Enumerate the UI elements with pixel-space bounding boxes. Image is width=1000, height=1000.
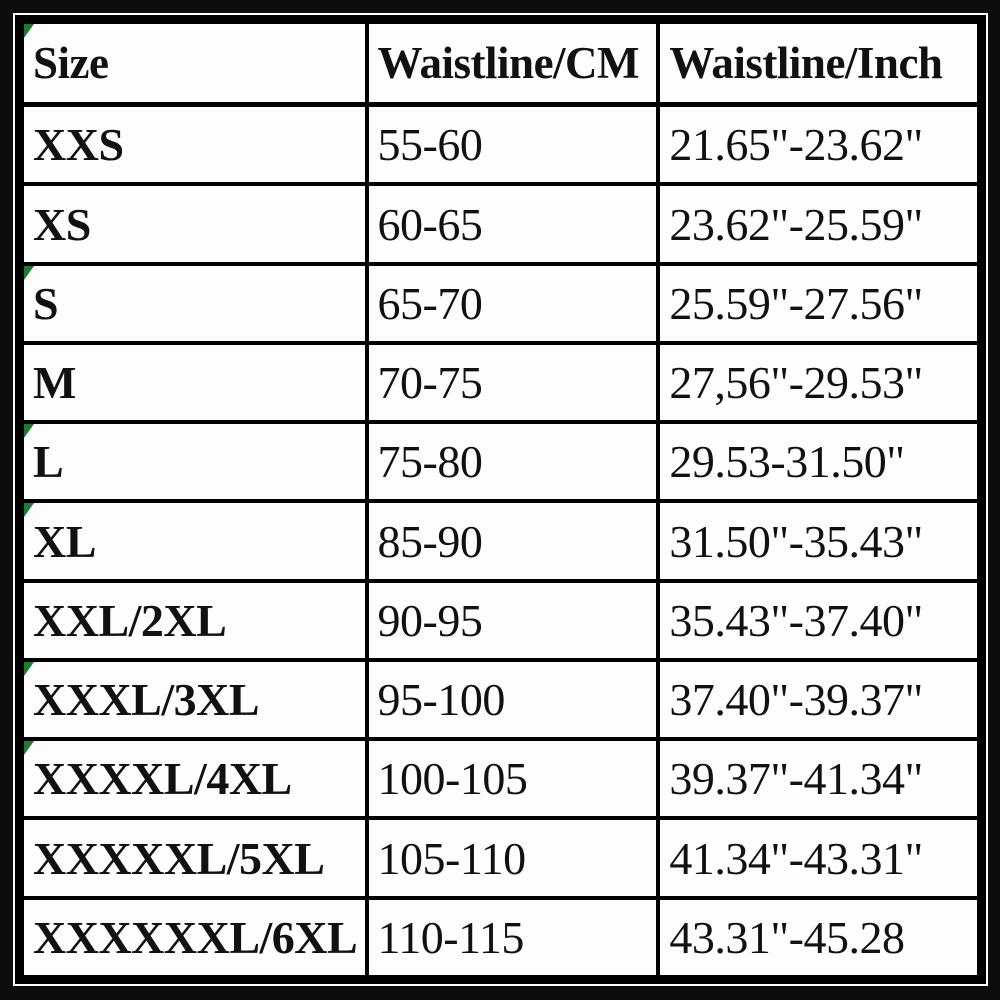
size-cell: L [20, 420, 369, 504]
size-cell-text: XS [33, 198, 91, 250]
header-label-waistline-inch: Waistline/Inch [669, 38, 943, 88]
inch-cell-text: 21.65"-23.62" [669, 119, 923, 171]
cm-cell: 105-110 [364, 816, 661, 900]
cm-cell-text: 55-60 [377, 119, 483, 171]
cm-cell: 85-90 [364, 499, 661, 583]
table-row: XL 85-90 31.50"-35.43" [20, 499, 981, 583]
header-cell-waistline-cm: Waistline/CM [364, 20, 661, 107]
table-outer-border: Size Waistline/CM Waistline/Inch XXS 55-6… [15, 15, 986, 984]
size-cell: XS [20, 182, 369, 266]
header-row: Size Waistline/CM Waistline/Inch [20, 20, 981, 107]
size-cell: XXXXXL/5XL [20, 816, 369, 900]
cm-cell-text: 60-65 [377, 198, 483, 250]
cm-cell-text: 70-75 [377, 357, 483, 409]
inch-cell-text: 39.37"-41.34" [669, 753, 923, 805]
cm-cell-text: 90-95 [377, 594, 483, 646]
inch-cell: 39.37"-41.34" [656, 737, 981, 821]
cell-corner-marker [25, 743, 34, 756]
size-cell: M [20, 340, 369, 425]
inch-cell-text: 35.43"-37.40" [669, 594, 923, 646]
cell-corner-marker [25, 25, 34, 38]
table-row: XXXXL/4XL 100-105 39.37"-41.34" [20, 737, 981, 821]
inch-cell-text: 27,56"-29.53" [669, 357, 923, 409]
inch-cell-text: 43.31"-45.28 [669, 911, 905, 963]
table-row: M 70-75 27,56"-29.53" [20, 340, 981, 425]
cell-corner-marker [25, 505, 34, 518]
inch-cell-text: 23.62"-25.59" [669, 198, 923, 250]
size-cell: XXS [20, 102, 369, 187]
size-cell-text: XXXXXXL/6XL [33, 911, 358, 963]
cm-cell: 90-95 [364, 578, 661, 662]
cm-cell-text: 75-80 [377, 436, 483, 488]
cm-cell: 110-115 [364, 895, 661, 980]
cell-corner-marker [25, 267, 34, 280]
size-cell: XL [20, 499, 369, 583]
table-row: XXXL/3XL 95-100 37.40"-39.37" [20, 657, 981, 742]
inch-cell: 31.50"-35.43" [656, 499, 981, 583]
table-row: L 75-80 29.53-31.50" [20, 420, 981, 504]
size-cell-text: L [33, 436, 64, 488]
inch-cell: 35.43"-37.40" [656, 578, 981, 662]
inch-cell-text: 37.40"-39.37" [669, 674, 923, 726]
inch-cell-text: 41.34"-43.31" [669, 832, 923, 884]
header-label-waistline-cm: Waistline/CM [377, 38, 640, 88]
size-cell: S [20, 261, 369, 345]
inch-cell: 25.59"-27.56" [656, 261, 981, 345]
cm-cell-text: 65-70 [377, 277, 483, 329]
size-cell: XXXXXXL/6XL [20, 895, 369, 980]
header-label-size: Size [33, 38, 109, 88]
sheet-background: Size Waistline/CM Waistline/Inch XXS 55-6… [13, 13, 988, 986]
inch-cell: 27,56"-29.53" [656, 340, 981, 425]
table-row: XXL/2XL 90-95 35.43"-37.40" [20, 578, 981, 662]
cm-cell: 70-75 [364, 340, 661, 425]
size-cell-text: XXXL/3XL [33, 674, 260, 726]
size-cell-text: XXXXXL/5XL [33, 832, 325, 884]
inch-cell-text: 25.59"-27.56" [669, 277, 923, 329]
header-cell-waistline-inch: Waistline/Inch [656, 20, 981, 107]
cm-cell: 95-100 [364, 657, 661, 742]
inch-cell-text: 31.50"-35.43" [669, 515, 923, 567]
table-body: XXS 55-60 21.65"-23.62" XS 60-65 23.62"-25.59… [20, 102, 981, 980]
cm-cell-text: 100-105 [377, 753, 528, 805]
cm-cell: 100-105 [364, 737, 661, 821]
table-row: XXXXXL/5XL 105-110 41.34"-43.31" [20, 816, 981, 900]
cm-cell-text: 110-115 [377, 911, 525, 963]
cell-corner-marker [25, 426, 34, 439]
size-cell: XXXL/3XL [20, 657, 369, 742]
cm-cell-text: 95-100 [377, 674, 506, 726]
cm-cell: 55-60 [364, 102, 661, 187]
size-cell-text: S [33, 277, 59, 329]
size-cell-text: XXS [33, 119, 124, 171]
size-cell: XXXXL/4XL [20, 737, 369, 821]
size-cell-text: XL [33, 515, 96, 567]
cm-cell-text: 85-90 [377, 515, 483, 567]
size-cell-text: XXL/2XL [33, 594, 227, 646]
inch-cell: 29.53-31.50" [656, 420, 981, 504]
cell-corner-marker [25, 663, 34, 676]
size-cell-text: M [33, 357, 76, 409]
size-cell: XXL/2XL [20, 578, 369, 662]
header-cell-size: Size [20, 20, 369, 107]
cm-cell: 60-65 [364, 182, 661, 266]
inch-cell: 41.34"-43.31" [656, 816, 981, 900]
size-chart-table: Size Waistline/CM Waistline/Inch XXS 55-6… [20, 20, 981, 980]
table-row: XS 60-65 23.62"-25.59" [20, 182, 981, 266]
inch-cell-text: 29.53-31.50" [669, 436, 905, 488]
cm-cell-text: 105-110 [377, 832, 527, 884]
table-row: XXS 55-60 21.65"-23.62" [20, 102, 981, 187]
inch-cell: 21.65"-23.62" [656, 102, 981, 187]
size-cell-text: XXXXL/4XL [33, 753, 292, 805]
table-row: S 65-70 25.59"-27.56" [20, 261, 981, 345]
table-row: XXXXXXL/6XL 110-115 43.31"-45.28 [20, 895, 981, 980]
inch-cell: 37.40"-39.37" [656, 657, 981, 742]
cm-cell: 65-70 [364, 261, 661, 345]
inch-cell: 43.31"-45.28 [656, 895, 981, 980]
inch-cell: 23.62"-25.59" [656, 182, 981, 266]
cm-cell: 75-80 [364, 420, 661, 504]
